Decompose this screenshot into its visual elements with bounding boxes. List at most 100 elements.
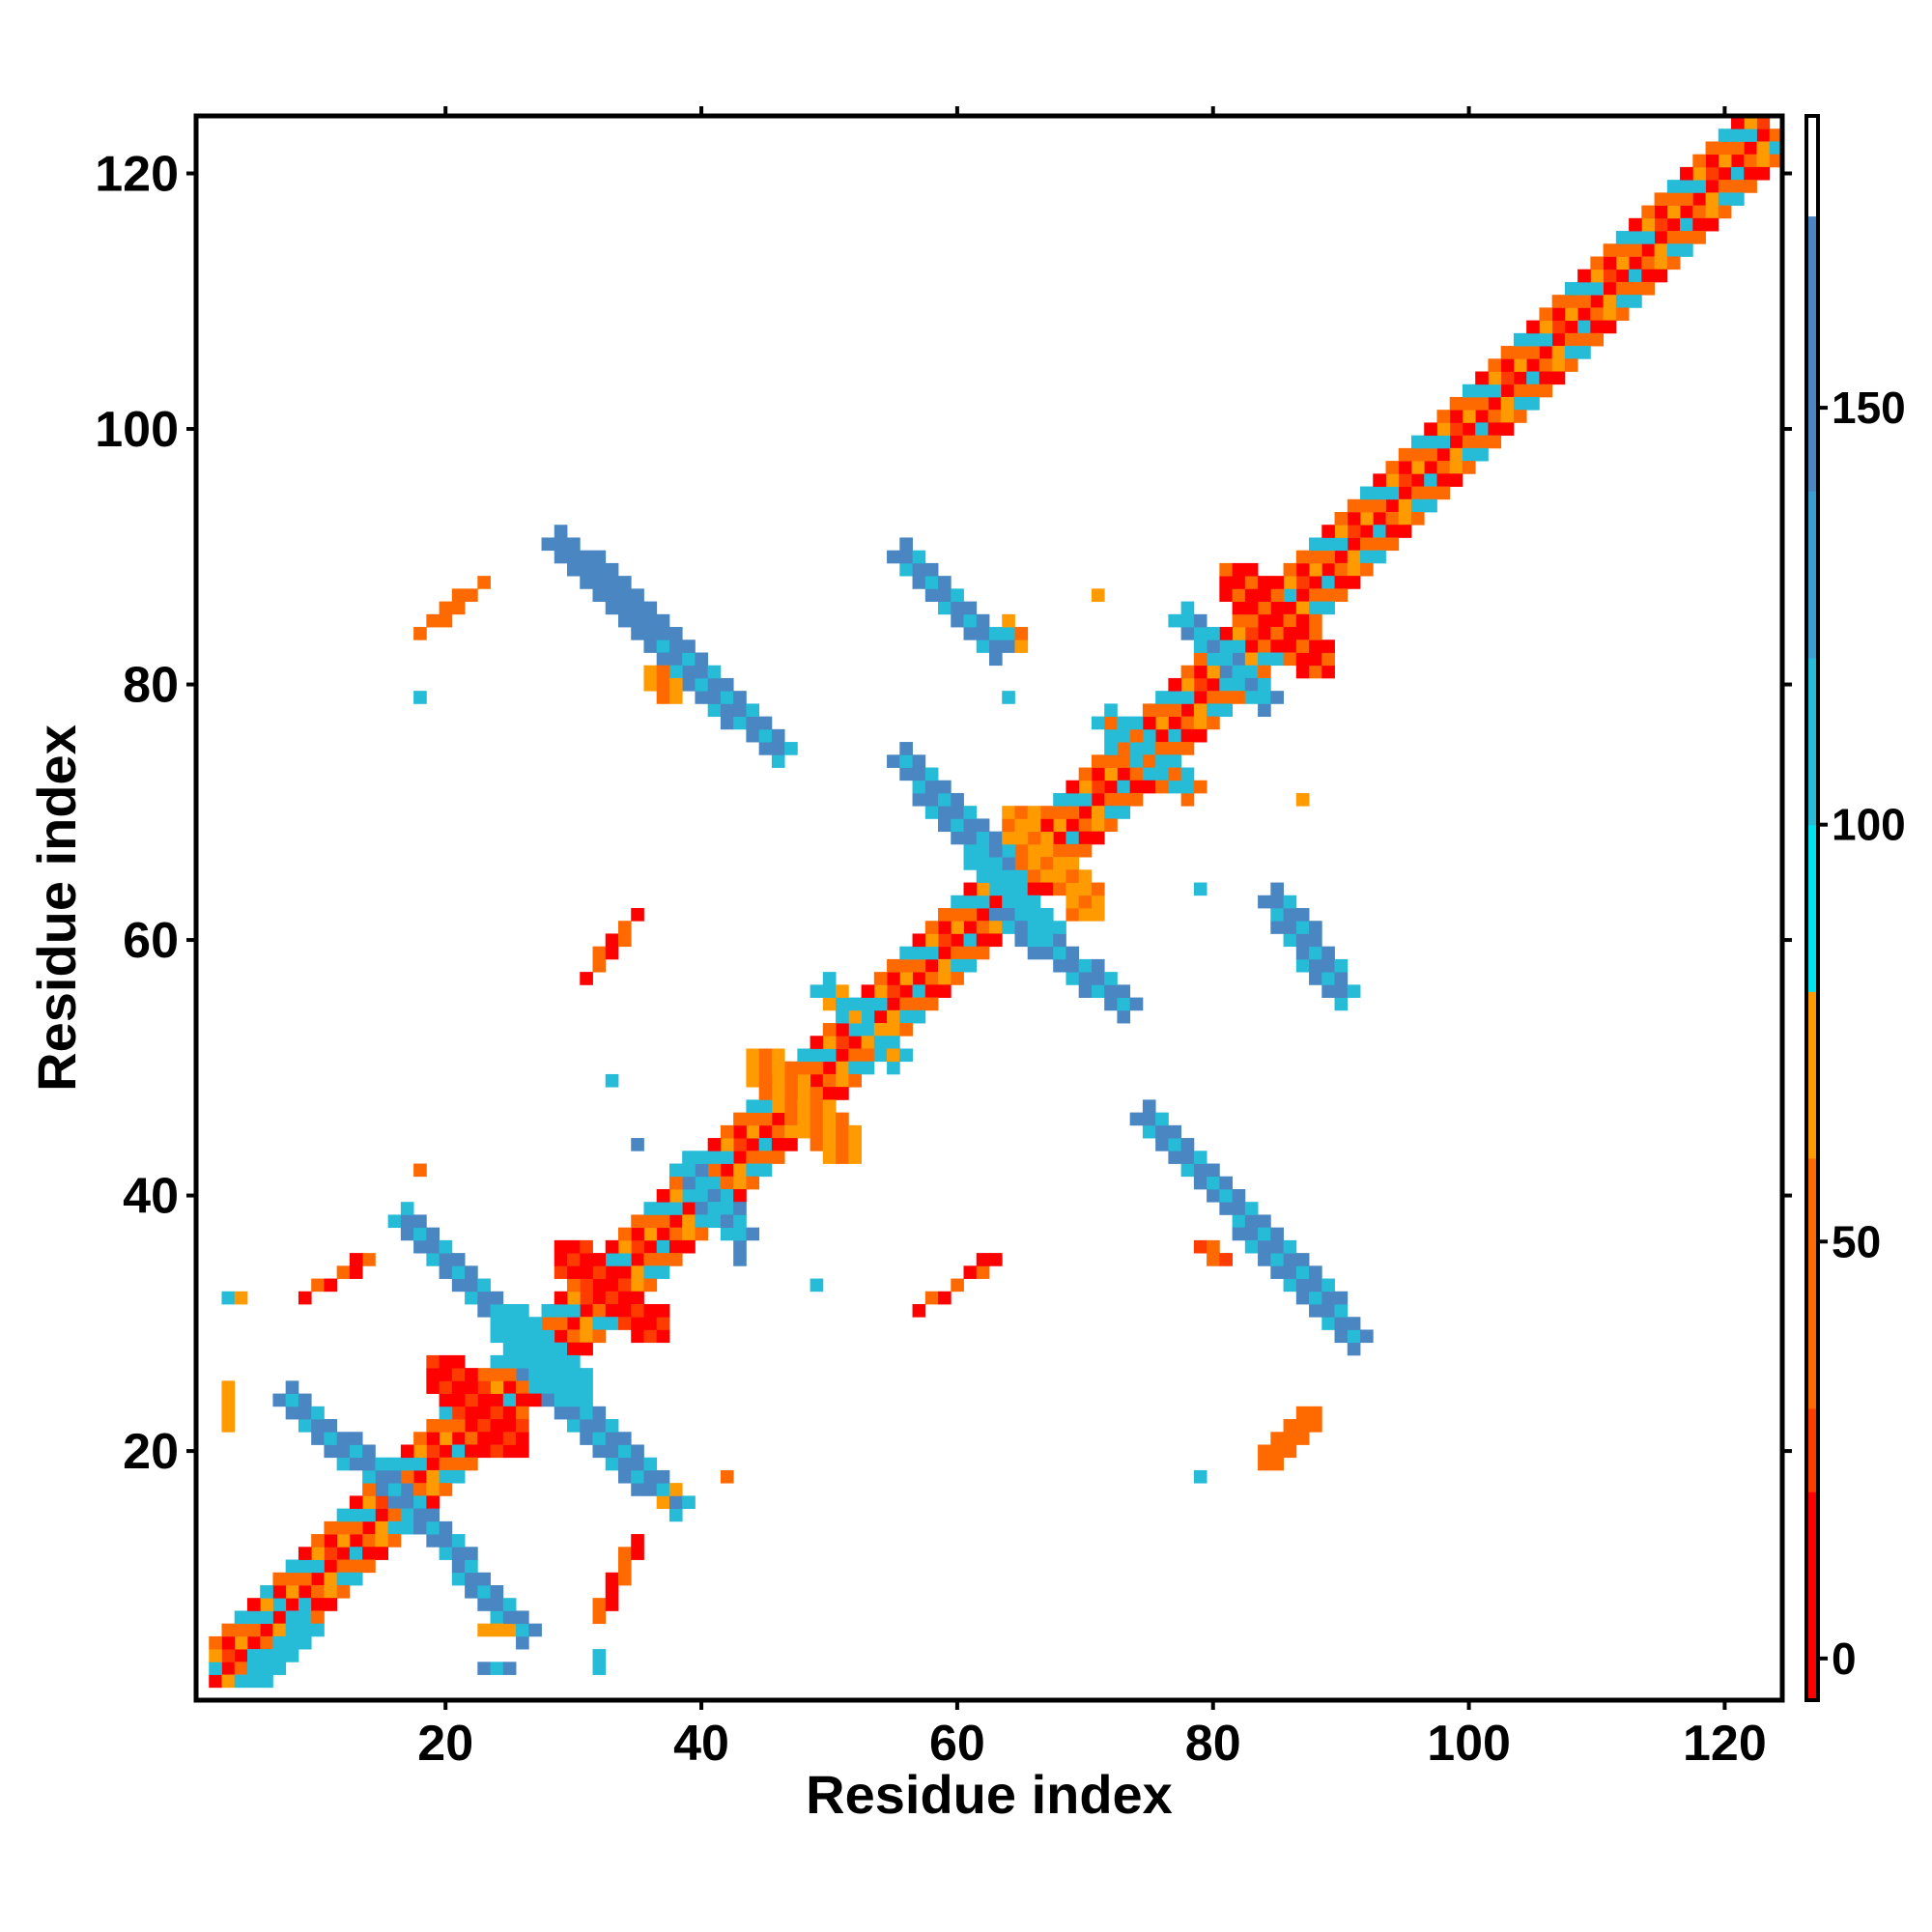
heatmap-cell bbox=[720, 1124, 734, 1139]
heatmap-cell bbox=[1065, 818, 1080, 833]
heatmap-cell bbox=[541, 1380, 555, 1394]
heatmap-cell bbox=[668, 1227, 683, 1241]
heatmap-cell bbox=[298, 1559, 312, 1574]
heatmap-cell bbox=[580, 1406, 593, 1420]
heatmap-cell bbox=[1309, 550, 1322, 564]
heatmap-cell bbox=[311, 1547, 325, 1560]
heatmap-cell bbox=[707, 1202, 722, 1215]
heatmap-cell bbox=[1334, 537, 1349, 552]
heatmap-cell bbox=[643, 1265, 658, 1279]
heatmap-cell bbox=[1564, 358, 1578, 372]
heatmap-cell bbox=[605, 1572, 619, 1586]
heatmap-cell bbox=[1258, 1239, 1271, 1254]
heatmap-cell bbox=[375, 1547, 389, 1560]
heatmap-cell bbox=[516, 1368, 529, 1381]
heatmap-cell bbox=[1385, 498, 1400, 513]
heatmap-cell bbox=[1321, 588, 1335, 602]
heatmap-cell bbox=[1410, 435, 1425, 449]
heatmap-cell bbox=[592, 1598, 607, 1611]
heatmap-cell bbox=[1002, 818, 1015, 833]
heatmap-cell bbox=[989, 908, 1003, 922]
heatmap-cell bbox=[682, 1239, 696, 1254]
heatmap-cell bbox=[465, 1406, 478, 1420]
heatmap-cell bbox=[1629, 243, 1642, 257]
heatmap-cell bbox=[362, 1559, 376, 1574]
heatmap-cell bbox=[1309, 652, 1322, 667]
heatmap-cell bbox=[1180, 677, 1195, 692]
heatmap-cell bbox=[1321, 665, 1335, 679]
heatmap-cell bbox=[899, 742, 913, 755]
heatmap-cell bbox=[1193, 665, 1208, 679]
heatmap-cell bbox=[1155, 754, 1169, 768]
heatmap-cell bbox=[695, 691, 709, 704]
heatmap-cell bbox=[477, 1572, 491, 1586]
heatmap-cell bbox=[1347, 537, 1361, 552]
heatmap-cell bbox=[477, 1278, 491, 1293]
heatmap-cell bbox=[451, 588, 466, 602]
heatmap-cell bbox=[848, 1073, 862, 1088]
heatmap-cell bbox=[400, 1508, 414, 1522]
heatmap-cell bbox=[758, 1061, 773, 1075]
heatmap-cell bbox=[1207, 703, 1220, 718]
heatmap-cell bbox=[567, 1380, 581, 1394]
heatmap-cell bbox=[1666, 192, 1681, 206]
heatmap-cell bbox=[477, 1291, 491, 1305]
colorbar-band bbox=[1806, 1157, 1818, 1409]
heatmap-cell bbox=[1295, 639, 1310, 653]
heatmap-cell bbox=[848, 1009, 862, 1024]
heatmap-cell bbox=[1424, 473, 1437, 487]
heatmap-cell bbox=[1462, 422, 1476, 437]
heatmap-cell bbox=[873, 1009, 888, 1024]
heatmap-cell bbox=[1065, 831, 1080, 845]
heatmap-cell bbox=[1360, 562, 1374, 577]
heatmap-cell bbox=[502, 1317, 517, 1330]
heatmap-cell bbox=[246, 1662, 261, 1675]
heatmap-cell bbox=[260, 1584, 273, 1599]
heatmap-cell bbox=[861, 1036, 875, 1049]
heatmap-cell bbox=[1334, 588, 1349, 602]
heatmap-cell bbox=[439, 1444, 453, 1459]
heatmap-cell bbox=[963, 908, 978, 922]
heatmap-cell bbox=[1117, 997, 1131, 1011]
heatmap-cell bbox=[631, 1278, 644, 1293]
heatmap-cell bbox=[1129, 742, 1144, 755]
heatmap-cell bbox=[1590, 320, 1605, 334]
heatmap-cell bbox=[554, 1317, 568, 1330]
heatmap-cell bbox=[1756, 116, 1771, 129]
heatmap-cell bbox=[298, 1547, 312, 1560]
heatmap-cell bbox=[413, 1214, 427, 1229]
heatmap-cell bbox=[746, 1048, 760, 1063]
heatmap-cell bbox=[1104, 792, 1118, 807]
heatmap-cell bbox=[1692, 231, 1706, 244]
heatmap-cell bbox=[567, 1368, 581, 1381]
heatmap-cell bbox=[1168, 1124, 1182, 1139]
heatmap-cell bbox=[272, 1662, 287, 1675]
heatmap-cell bbox=[1270, 1227, 1284, 1241]
heatmap-cell bbox=[1219, 1202, 1233, 1215]
heatmap-cell bbox=[1577, 295, 1591, 308]
heatmap-cell bbox=[285, 1623, 299, 1637]
heatmap-cell bbox=[465, 1291, 478, 1305]
heatmap-cell bbox=[541, 1304, 555, 1318]
heatmap-cell bbox=[465, 1368, 478, 1381]
heatmap-cell bbox=[1488, 358, 1502, 372]
heatmap-cell bbox=[1551, 371, 1566, 385]
heatmap-cell bbox=[1398, 525, 1412, 538]
heatmap-cell bbox=[1385, 486, 1400, 500]
heatmap-cell bbox=[567, 1354, 581, 1369]
heatmap-cell bbox=[1385, 512, 1400, 526]
heatmap-cell bbox=[951, 1278, 964, 1293]
heatmap-cell bbox=[451, 1469, 466, 1484]
heatmap-cell bbox=[1410, 486, 1425, 500]
heatmap-cell bbox=[963, 958, 978, 973]
heatmap-cell bbox=[746, 1151, 760, 1164]
heatmap-cell bbox=[617, 1304, 632, 1318]
heatmap-cell bbox=[490, 1406, 504, 1420]
heatmap-cell bbox=[682, 1495, 696, 1510]
heatmap-cell bbox=[246, 1649, 261, 1662]
heatmap-cell bbox=[260, 1598, 273, 1611]
heatmap-cell bbox=[1002, 895, 1015, 909]
heatmap-cell bbox=[1705, 166, 1719, 181]
heatmap-cell bbox=[516, 1380, 529, 1394]
heatmap-cell bbox=[490, 1393, 504, 1407]
